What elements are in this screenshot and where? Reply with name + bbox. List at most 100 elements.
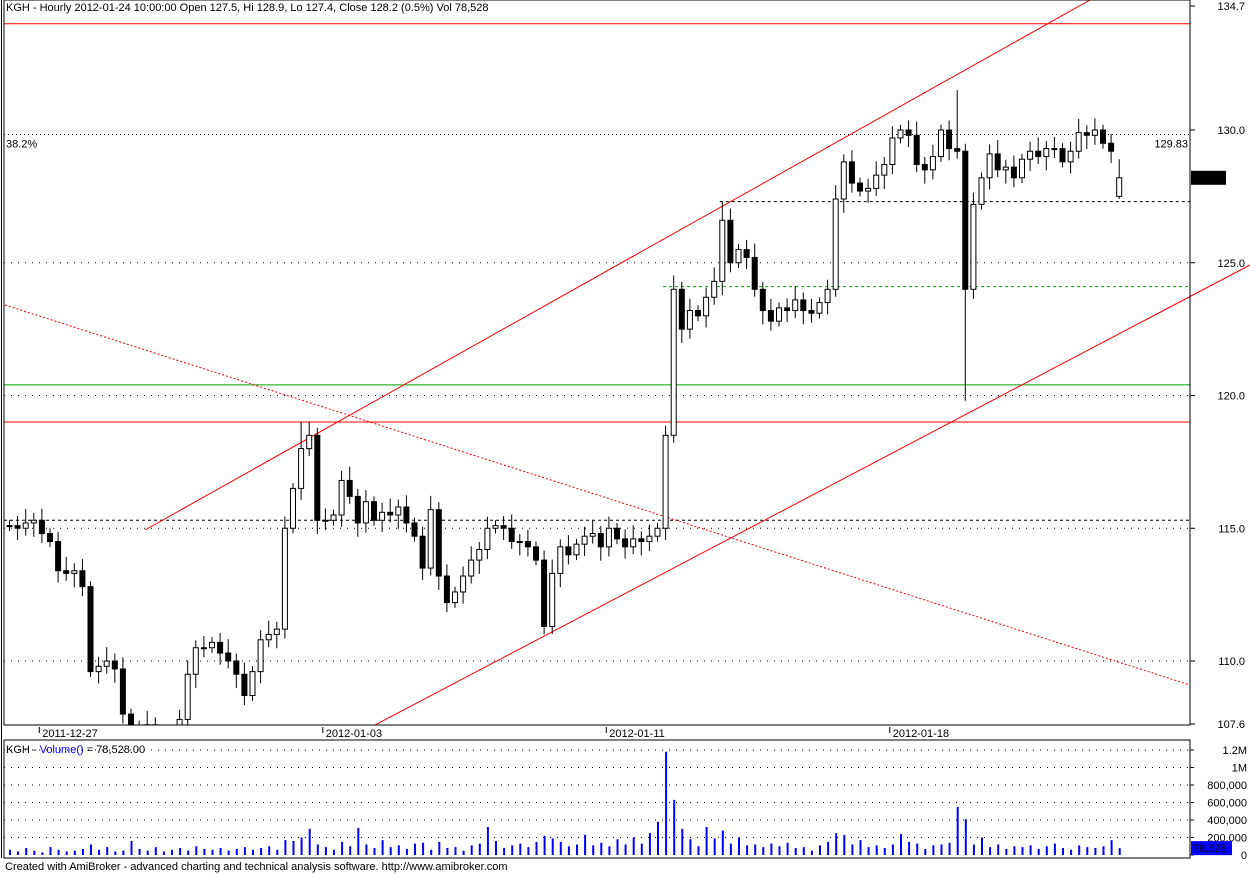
candle[interactable] <box>290 487 296 529</box>
volume-bar[interactable] <box>495 841 497 855</box>
candle[interactable] <box>970 203 977 290</box>
volume-bar[interactable] <box>252 849 254 855</box>
volume-bar[interactable] <box>195 846 198 855</box>
volume-bar[interactable] <box>964 819 967 855</box>
volume-bar[interactable] <box>106 847 109 855</box>
volume-bar[interactable] <box>260 848 263 855</box>
volume-bar[interactable] <box>284 840 287 855</box>
volume-bar[interactable] <box>365 844 368 856</box>
volume-bar[interactable] <box>592 845 595 855</box>
volume-bar[interactable] <box>341 841 344 855</box>
volume-bar[interactable] <box>1037 848 1040 855</box>
candle[interactable] <box>857 182 863 192</box>
candle[interactable] <box>816 302 823 314</box>
candle[interactable] <box>1059 148 1066 163</box>
volume-bar[interactable] <box>122 850 125 855</box>
candle[interactable] <box>249 671 256 697</box>
candle[interactable] <box>1051 148 1058 151</box>
candle[interactable] <box>913 134 920 166</box>
volume-bar[interactable] <box>357 827 360 855</box>
candle[interactable] <box>476 548 483 561</box>
volume-bar[interactable] <box>33 850 36 855</box>
candle[interactable] <box>1035 150 1042 158</box>
volume-bar[interactable] <box>219 848 222 855</box>
candle[interactable] <box>557 546 564 574</box>
candle[interactable] <box>338 479 345 516</box>
candle[interactable] <box>986 153 993 179</box>
candle[interactable] <box>128 713 134 730</box>
volume-bar[interactable] <box>25 848 28 855</box>
volume-bar[interactable] <box>73 850 76 855</box>
volume-bar[interactable] <box>932 845 935 855</box>
volume-bar[interactable] <box>948 842 951 855</box>
candle[interactable] <box>346 479 353 497</box>
candle[interactable] <box>1043 148 1050 158</box>
volume-bar[interactable] <box>146 850 149 855</box>
volume-bar[interactable] <box>138 848 141 855</box>
candle[interactable] <box>565 546 572 556</box>
volume-bar[interactable] <box>1013 846 1016 855</box>
volume-bar[interactable] <box>9 849 11 855</box>
volume-bar[interactable] <box>397 845 400 855</box>
volume-bar[interactable] <box>349 846 352 855</box>
volume-bar[interactable] <box>754 844 757 856</box>
candle[interactable] <box>929 156 936 171</box>
volume-bar[interactable] <box>1029 845 1032 855</box>
volume-bar[interactable] <box>713 838 716 855</box>
candle[interactable] <box>954 148 961 152</box>
candle[interactable] <box>30 519 37 524</box>
volume-bar[interactable] <box>908 841 911 855</box>
candle[interactable] <box>484 527 491 550</box>
candle[interactable] <box>889 137 896 166</box>
volume-bar[interactable] <box>446 848 449 855</box>
volume-bar[interactable] <box>762 847 765 855</box>
volume-bar[interactable] <box>1094 848 1097 855</box>
candle[interactable] <box>322 519 329 522</box>
candle[interactable] <box>38 519 45 535</box>
volume-bar[interactable] <box>802 847 805 855</box>
volume-bar[interactable] <box>333 849 335 855</box>
volume-bar[interactable] <box>235 848 238 855</box>
candle[interactable] <box>47 533 53 543</box>
candle[interactable] <box>1108 142 1115 152</box>
candle[interactable] <box>646 535 653 543</box>
volume-bar[interactable] <box>430 849 433 855</box>
volume-bar[interactable] <box>632 837 635 856</box>
volume-bar[interactable] <box>657 821 659 855</box>
candle[interactable] <box>111 660 118 670</box>
volume-bar[interactable] <box>227 850 230 855</box>
price-pane[interactable]: 134.7 130.0 125.0 120.0 115.0 110.0 107.6 2011-… <box>4 0 1250 754</box>
volume-bar[interactable] <box>1005 848 1008 855</box>
candle[interactable] <box>541 559 548 627</box>
candle[interactable] <box>597 533 604 548</box>
candle[interactable] <box>719 219 726 282</box>
candle[interactable] <box>840 161 847 200</box>
candle[interactable] <box>614 527 620 540</box>
candle[interactable] <box>630 538 637 548</box>
volume-bar[interactable] <box>57 849 60 855</box>
volume-bar[interactable] <box>778 846 781 855</box>
volume-bar[interactable] <box>981 837 983 856</box>
volume-bar[interactable] <box>989 847 992 855</box>
volume-bar[interactable] <box>41 852 44 855</box>
candle[interactable] <box>622 538 629 548</box>
candle[interactable] <box>281 527 288 630</box>
volume-bar[interactable] <box>324 847 327 855</box>
candle[interactable] <box>873 174 880 189</box>
volume-bar[interactable] <box>891 844 894 856</box>
volume-bar[interactable] <box>130 841 133 855</box>
candle[interactable] <box>1083 132 1090 136</box>
volume-bar[interactable] <box>851 844 854 856</box>
candle[interactable] <box>233 660 240 675</box>
candle[interactable] <box>776 307 782 322</box>
volume-bar[interactable] <box>1053 843 1056 855</box>
candle[interactable] <box>735 248 742 264</box>
candle[interactable] <box>1067 150 1074 163</box>
volume-bar[interactable] <box>98 849 101 855</box>
candle[interactable] <box>95 665 102 673</box>
candle[interactable] <box>492 525 499 529</box>
candle[interactable] <box>938 129 944 158</box>
volume-bar[interactable] <box>154 847 157 855</box>
candle[interactable] <box>881 164 888 176</box>
candle[interactable] <box>751 256 758 290</box>
